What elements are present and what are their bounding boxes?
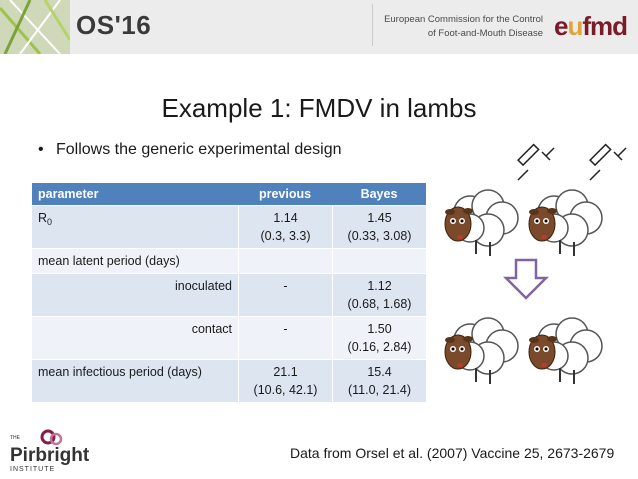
bullet-icon: • (38, 141, 44, 158)
pirbright-logo: THE Pirbright INSTITUTE (10, 429, 130, 474)
table-row-latent: mean latent period (days) (32, 248, 426, 273)
previous-cell: 1.14 (0.3, 3.3) (238, 205, 332, 248)
svg-text:INSTITUTE: INSTITUTE (10, 466, 55, 473)
source-citation: Data from Orsel et al. (2007) Vaccine 25… (290, 445, 615, 461)
slide-title: Example 1: FMDV in lambs (161, 93, 477, 123)
param-cell: inoculated (32, 273, 238, 316)
banner-graphic-icon (0, 0, 70, 54)
bullet-text: Follows the generic experimental design (56, 141, 342, 158)
table-row-infectious: mean infectious period (days) 21.1 (10.6,… (32, 359, 426, 402)
organization-line-1: European Commission for the Control (384, 14, 543, 25)
table-row-inoculated: inoculated - 1.12 (0.68, 1.68) (32, 273, 426, 316)
conference-label: OS'16 (76, 10, 152, 40)
bayes-cell: 1.12 (0.68, 1.68) (332, 273, 426, 316)
pirbright-mark-icon: THE Pirbright INSTITUTE (10, 429, 90, 473)
bayes-cell: 1.45 (0.33, 3.08) (332, 205, 426, 248)
bayes-cell (332, 248, 426, 273)
organization-caption: European Commission for the Control of F… (372, 4, 551, 46)
previous-cell: 21.1 (10.6, 42.1) (238, 359, 332, 402)
svg-text:Pirbright: Pirbright (10, 445, 90, 466)
param-cell: contact (32, 316, 238, 359)
parameter-table: parameter previous Bayes R0 1.14 (0.3, 3.… (32, 183, 426, 402)
sheep-icon (528, 189, 603, 257)
bullet-point: • Follows the generic experimental design (38, 141, 341, 159)
previous-cell: - (238, 273, 332, 316)
table-header-row: parameter previous Bayes (32, 183, 426, 205)
header-parameter: parameter (32, 183, 238, 205)
header-previous: previous (238, 183, 332, 205)
bayes-cell: 15.4 (11.0, 21.4) (332, 359, 426, 402)
header-bayes: Bayes (332, 183, 426, 205)
down-arrow-icon (502, 258, 550, 300)
sheep-icon (528, 317, 603, 385)
param-cell: mean infectious period (days) (32, 359, 238, 402)
organization-line-2: of Foot-and-Mouth Disease (427, 28, 543, 39)
table-row-r0: R0 1.14 (0.3, 3.3) 1.45 (0.33, 3.08) (32, 205, 426, 248)
param-cell: R0 (32, 205, 238, 248)
sheep-icon (444, 189, 519, 257)
previous-cell (238, 248, 332, 273)
svg-text:THE: THE (10, 435, 21, 441)
sheep-icon (444, 317, 519, 385)
syringe-icon (517, 143, 555, 181)
syringe-icon (589, 143, 627, 181)
table-row-contact: contact - 1.50 (0.16, 2.84) (32, 316, 426, 359)
param-cell: mean latent period (days) (32, 248, 238, 273)
eufmd-logo: eufmd (554, 11, 628, 41)
previous-cell: - (238, 316, 332, 359)
header-banner: OS'16 European Commission for the Contro… (0, 0, 638, 54)
bayes-cell: 1.50 (0.16, 2.84) (332, 316, 426, 359)
sheep-illustration (444, 143, 627, 385)
